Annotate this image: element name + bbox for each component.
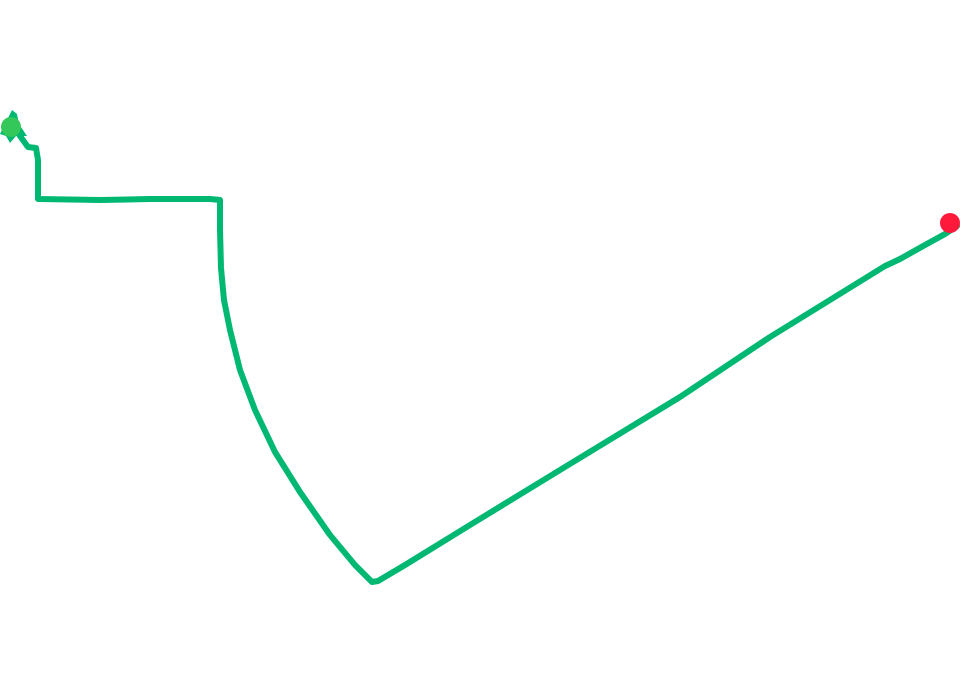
end-point-marker	[940, 213, 960, 233]
start-point-marker	[1, 117, 21, 137]
route-track	[9, 117, 960, 585]
